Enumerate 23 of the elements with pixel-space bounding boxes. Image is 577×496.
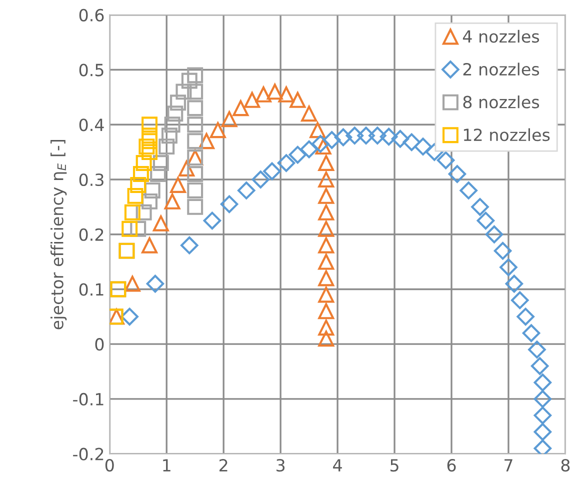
x-tick-label: 2 bbox=[220, 458, 228, 472]
y-tick-label: 0.1 bbox=[79, 283, 104, 296]
y-tick-label: -0.2 bbox=[73, 448, 104, 460]
x-tick-label: 0 bbox=[105, 458, 114, 472]
y-tick-label: 0.6 bbox=[79, 8, 104, 22]
x-tick-label: 5 bbox=[390, 459, 398, 472]
y-tick-label: 0 bbox=[95, 338, 104, 351]
x-tick-label: 1 bbox=[163, 459, 170, 472]
legend-label: 4 nozzles bbox=[462, 30, 540, 43]
x-tick-label: 8 bbox=[561, 458, 570, 472]
legend-label: 8 nozzles bbox=[463, 95, 540, 108]
x-tick-label: 7 bbox=[504, 459, 512, 472]
y-tick-label: 0.3 bbox=[79, 173, 104, 186]
y-axis-title: ejector efficiency η$_{E}$ [-] bbox=[50, 140, 67, 330]
legend-label: 2 nozzles bbox=[463, 62, 540, 76]
x-tick-label: 3 bbox=[276, 458, 285, 472]
y-tick-label: 0.4 bbox=[79, 118, 104, 132]
y-tick-label: 0.2 bbox=[79, 228, 104, 241]
y-tick-label: 0.5 bbox=[79, 64, 104, 76]
legend-label: 12 nozzles bbox=[464, 128, 550, 142]
y-tick-label: -0.1 bbox=[73, 392, 104, 406]
x-tick-label: 6 bbox=[447, 458, 456, 472]
x-tick-label: 4 bbox=[333, 459, 342, 472]
